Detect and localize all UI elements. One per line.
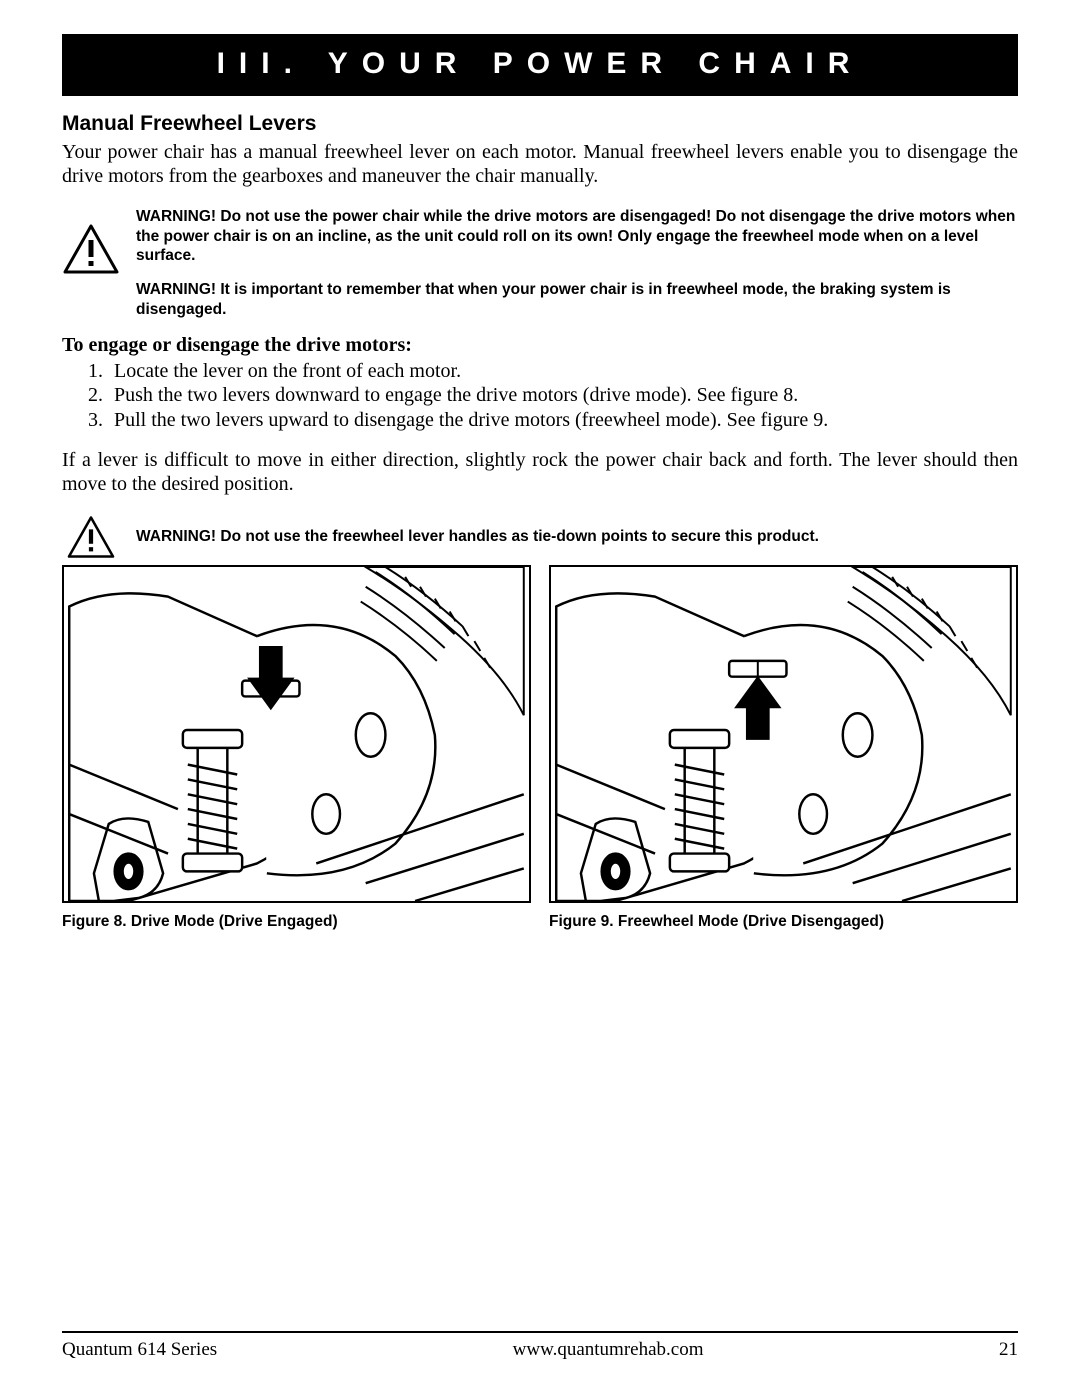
warning-triangle-icon <box>62 515 120 559</box>
warning-2-p1: WARNING! Do not use the freewheel lever … <box>136 527 819 547</box>
section-intro: Your power chair has a manual freewheel … <box>62 140 1018 189</box>
footer-url: www.quantumrehab.com <box>513 1339 704 1361</box>
warning-1-p2: WARNING! It is important to remember tha… <box>136 280 1018 320</box>
footer-series: Quantum 614 Series <box>62 1339 217 1361</box>
chapter-title: III. YOUR POWER CHAIR <box>217 47 864 80</box>
warning-triangle-icon <box>62 207 120 275</box>
procedure-heading: To engage or disengage the drive motors: <box>62 334 1018 357</box>
step-1: Locate the lever on the front of each mo… <box>108 359 1018 383</box>
page-footer: Quantum 614 Series www.quantumrehab.com … <box>62 1331 1018 1361</box>
procedure-steps: Locate the lever on the front of each mo… <box>62 359 1018 432</box>
step-3: Pull the two levers upward to disengage … <box>108 408 1018 432</box>
page: III. YOUR POWER CHAIR Manual Freewheel L… <box>0 0 1080 1397</box>
figure-9-caption: Figure 9. Freewheel Mode (Drive Disengag… <box>549 913 1018 931</box>
figure-9-frame <box>549 565 1018 903</box>
footer-page-number: 21 <box>999 1339 1018 1361</box>
footer-rule <box>62 1331 1018 1333</box>
step-2: Push the two levers downward to engage t… <box>108 383 1018 407</box>
figure-8-caption: Figure 8. Drive Mode (Drive Engaged) <box>62 913 531 931</box>
figure-8: Figure 8. Drive Mode (Drive Engaged) <box>62 565 531 931</box>
warning-1-p1: WARNING! Do not use the power chair whil… <box>136 207 1018 266</box>
warning-block-2: WARNING! Do not use the freewheel lever … <box>62 515 1018 559</box>
warning-text-2: WARNING! Do not use the freewheel lever … <box>136 515 819 547</box>
figure-9-diagram <box>551 567 1016 901</box>
figure-8-frame <box>62 565 531 903</box>
warning-block-1: WARNING! Do not use the power chair whil… <box>62 207 1018 320</box>
section-title: Manual Freewheel Levers <box>62 112 1018 136</box>
figure-8-diagram <box>64 567 529 901</box>
chapter-header: III. YOUR POWER CHAIR <box>62 34 1018 96</box>
figure-9: Figure 9. Freewheel Mode (Drive Disengag… <box>549 565 1018 931</box>
figures-row: Figure 8. Drive Mode (Drive Engaged) <box>62 565 1018 931</box>
procedure-note: If a lever is difficult to move in eithe… <box>62 448 1018 497</box>
warning-text-1: WARNING! Do not use the power chair whil… <box>136 207 1018 320</box>
